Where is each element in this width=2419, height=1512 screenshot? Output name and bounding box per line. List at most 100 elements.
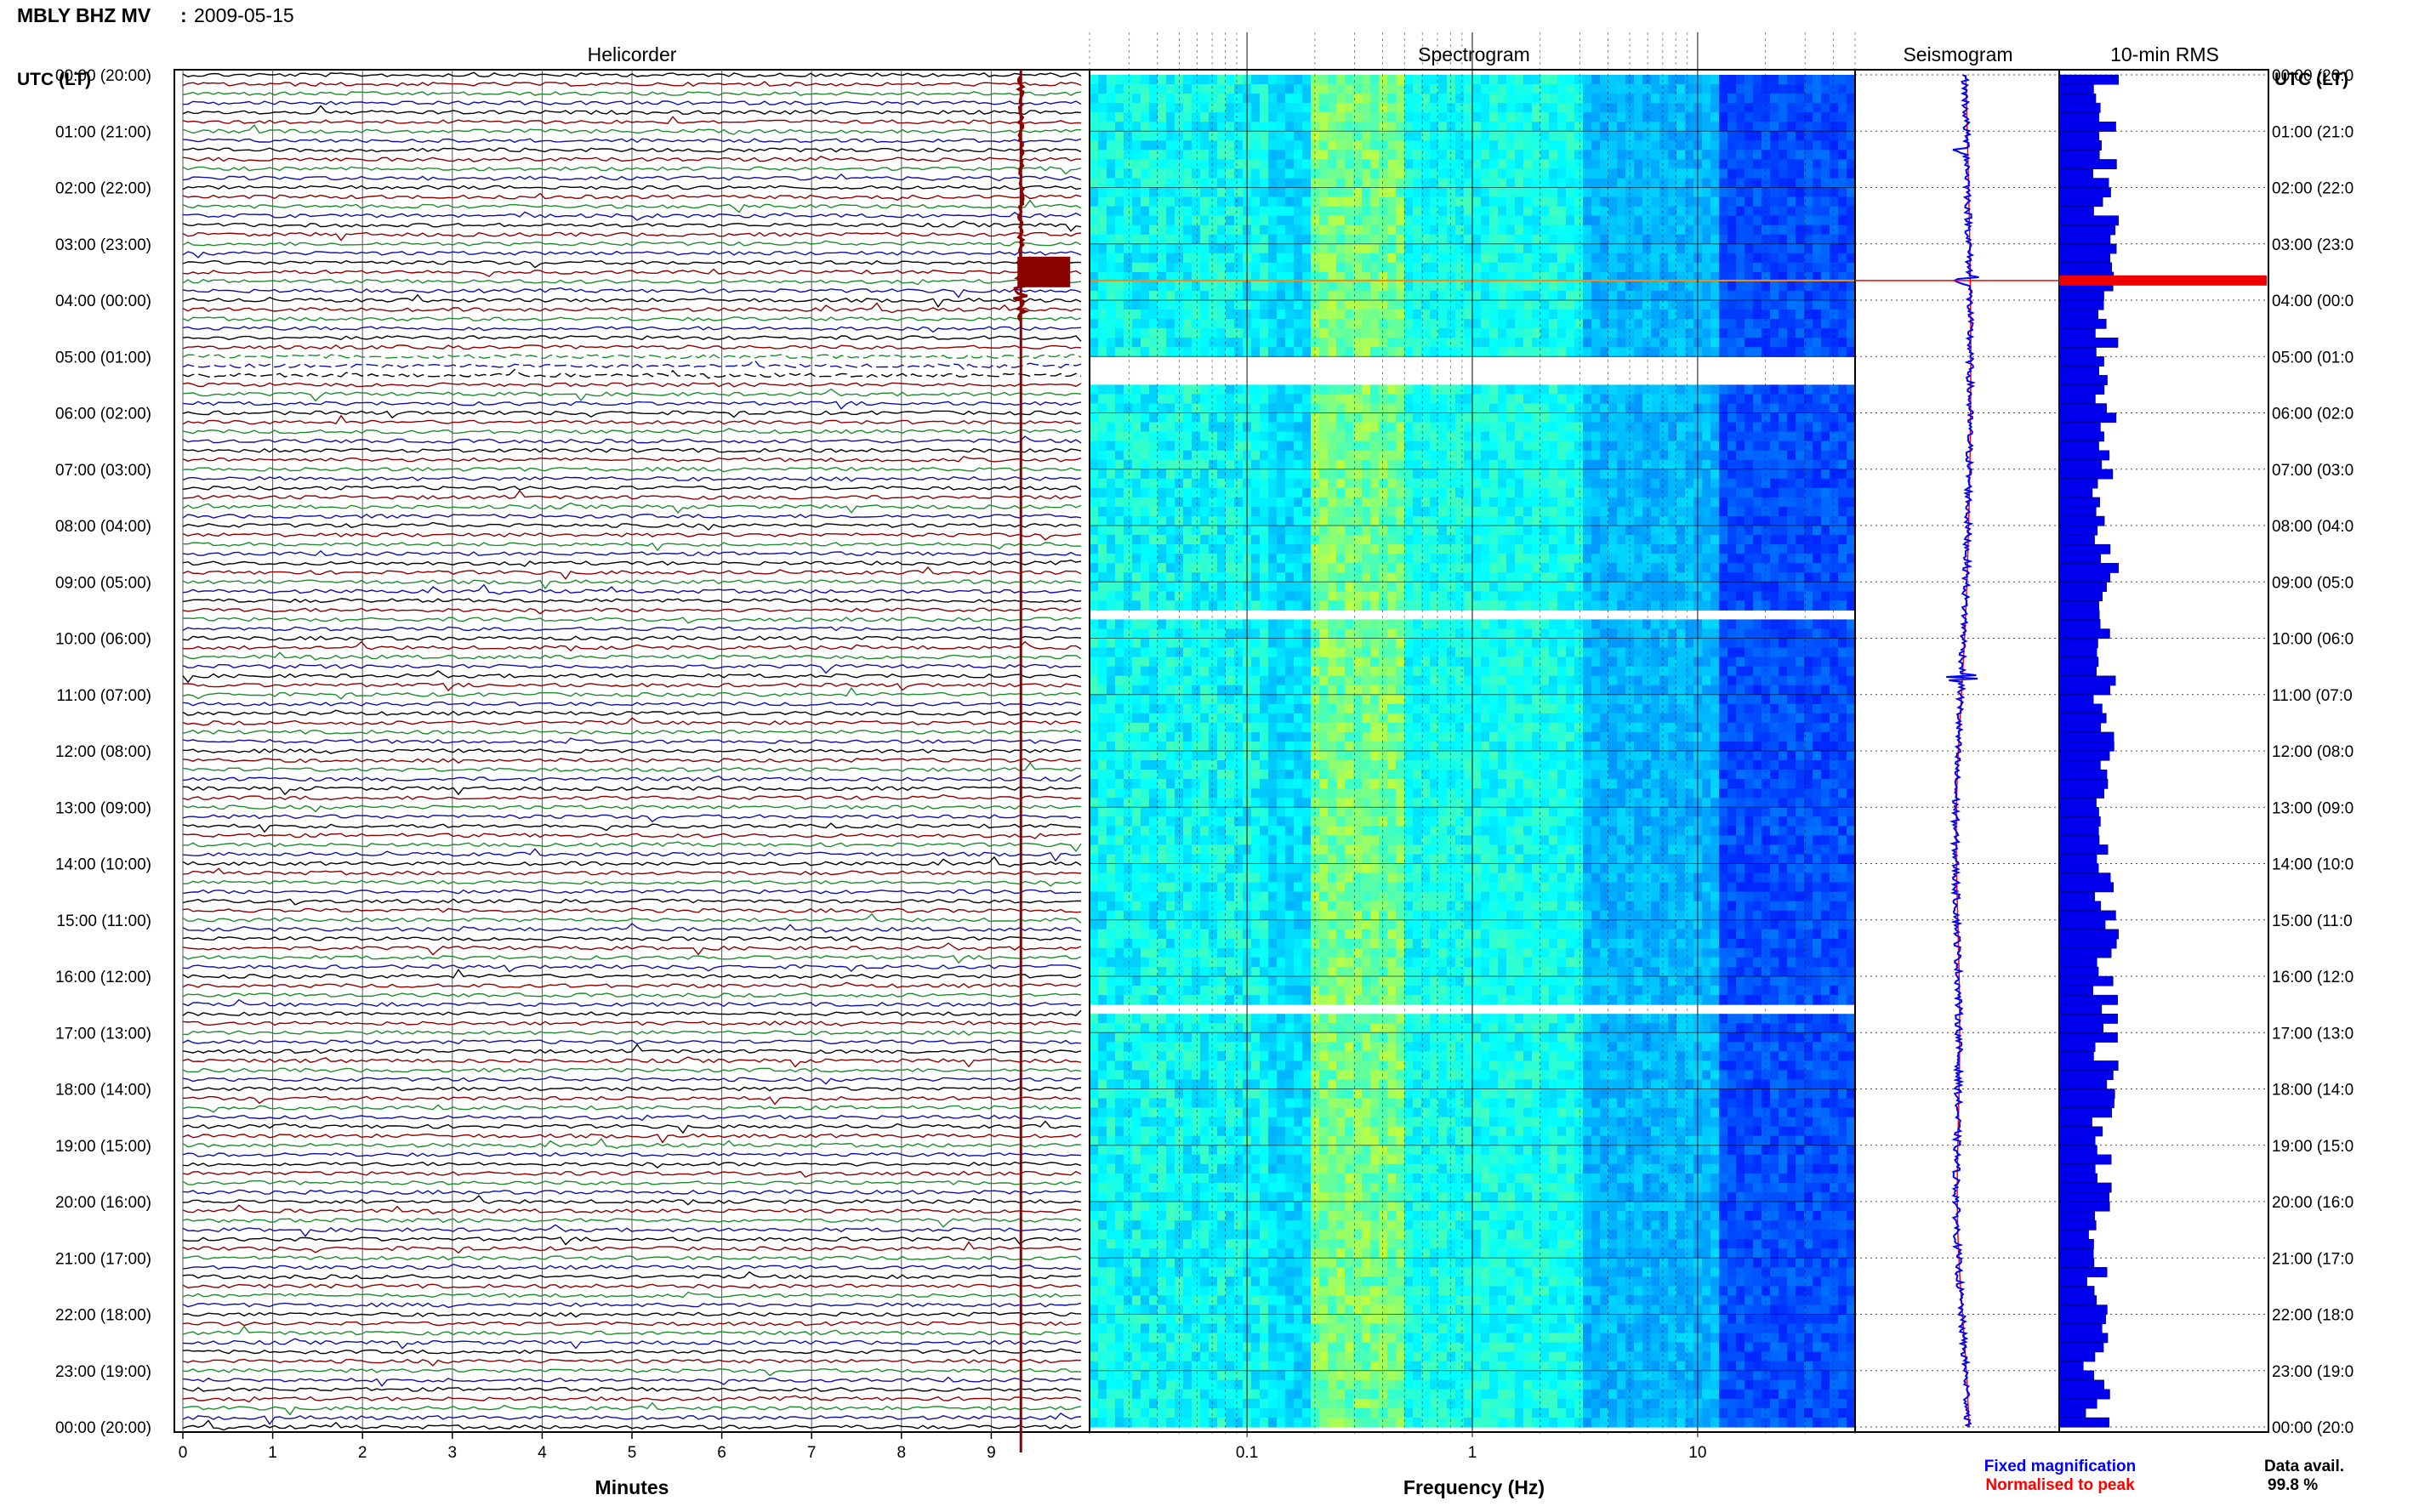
spectrogram-cell — [1796, 412, 1805, 423]
spectrogram-cell — [1838, 487, 1847, 498]
spectrogram-cell — [1430, 526, 1439, 536]
spectrogram-cell — [1642, 328, 1652, 338]
spectrogram-cell — [1813, 103, 1822, 113]
spectrogram-cell — [1540, 206, 1550, 217]
spectrogram-cell — [1821, 262, 1830, 273]
spectrogram-cell — [1328, 271, 1337, 282]
spectrogram-cell — [1770, 459, 1779, 470]
spectrogram-cell — [1779, 441, 1788, 452]
spectrogram-cell — [1532, 487, 1541, 498]
spectrogram-cell — [1608, 281, 1618, 292]
spectrogram-cell — [1498, 310, 1507, 320]
spectrogram-cell — [1566, 234, 1575, 245]
spectrogram-cell — [1523, 582, 1533, 592]
spectrogram-cell — [1447, 347, 1456, 357]
spectrogram-cell — [1311, 75, 1320, 85]
spectrogram-cell — [1583, 75, 1592, 85]
spectrogram-cell — [1676, 450, 1686, 461]
spectrogram-cell — [1430, 122, 1439, 132]
spectrogram-cell — [1345, 506, 1354, 517]
spectrogram-cell — [1226, 563, 1235, 573]
spectrogram-cell — [1413, 178, 1422, 189]
spectrogram-cell — [1557, 310, 1567, 320]
spectrogram-cell — [1226, 243, 1235, 254]
spectrogram-cell — [1498, 159, 1507, 169]
spectrogram-cell — [1515, 243, 1524, 254]
spectrogram-cell — [1336, 572, 1346, 583]
spectrogram-cell — [1540, 131, 1550, 141]
helicorder-trace — [182, 1009, 1082, 1017]
spectrogram-cell — [1804, 403, 1813, 414]
spectrogram-cell — [1617, 394, 1626, 404]
spectrogram-cell — [1830, 497, 1839, 508]
spectrogram-cell — [1285, 310, 1295, 320]
spectrogram-cell — [1736, 225, 1745, 236]
spectrogram-cell — [1574, 591, 1584, 601]
spectrogram-cell — [1753, 572, 1762, 583]
spectrogram-cell — [1600, 281, 1609, 292]
spectrogram-cell — [1634, 384, 1643, 395]
spectrogram-cell — [1591, 535, 1601, 545]
spectrogram-cell — [1413, 544, 1422, 554]
spectrogram-cell — [1762, 497, 1771, 508]
spectrogram-cell — [1370, 563, 1380, 573]
spectrogram-cell — [1566, 572, 1575, 583]
spectrogram-cell — [1796, 497, 1805, 508]
spectrogram-cell — [1387, 554, 1397, 564]
spectrogram-cell — [1591, 338, 1601, 348]
spectrogram-cell — [1489, 487, 1499, 498]
spectrogram-cell — [1472, 291, 1482, 301]
spectrogram-cell — [1455, 271, 1465, 282]
spectrogram-cell — [1838, 582, 1847, 592]
spectrogram-cell — [1813, 450, 1822, 461]
spectrogram-cell — [1455, 94, 1465, 104]
spectrogram-cell — [1132, 422, 1141, 433]
spectrogram-cell — [1770, 196, 1779, 207]
spectrogram-cell — [1702, 215, 1711, 226]
spectrogram-cell — [1353, 131, 1363, 141]
spectrogram-cell — [1719, 338, 1728, 348]
spectrogram-cell — [1370, 459, 1380, 470]
spectrogram-cell — [1166, 291, 1175, 301]
spectrogram-cell — [1506, 582, 1516, 592]
spectrogram-cell — [1787, 487, 1796, 498]
spectrogram-cell — [1115, 262, 1124, 273]
spectrogram-cell — [1387, 103, 1397, 113]
spectrogram-cell — [1702, 478, 1711, 489]
spectrogram-cell — [1762, 431, 1771, 442]
spectrogram-cell — [1506, 394, 1516, 404]
spectrogram-cell — [1124, 450, 1133, 461]
spectrogram-cell — [1217, 271, 1227, 282]
spectrogram-cell — [1455, 394, 1465, 404]
spectrogram-cell — [1481, 544, 1490, 554]
spectrogram-cell — [1234, 310, 1244, 320]
spectrogram-cell — [1498, 563, 1507, 573]
spectrogram-cell — [1464, 150, 1473, 160]
spectrogram-cell — [1583, 253, 1592, 264]
spectrogram-cell — [1277, 441, 1286, 452]
spectrogram-cell — [1651, 582, 1660, 592]
spectrogram-cell — [1115, 271, 1124, 282]
spectrogram-cell — [1098, 487, 1107, 498]
spectrogram-cell — [1183, 281, 1192, 292]
spectrogram-cell — [1294, 215, 1303, 226]
helicorder-trace — [182, 414, 1082, 425]
spectrogram-cell — [1727, 403, 1737, 414]
spectrogram-cell — [1251, 516, 1261, 526]
spectrogram-cell — [1523, 310, 1533, 320]
spectrogram-cell — [1362, 319, 1371, 329]
spectrogram-cell — [1107, 469, 1116, 480]
spectrogram-cell — [1608, 168, 1618, 179]
spectrogram-cell — [1158, 319, 1167, 329]
spectrogram-cell — [1209, 206, 1218, 217]
spectrogram-cell — [1736, 159, 1745, 169]
spectrogram-cell — [1489, 122, 1499, 132]
spectrogram-cell — [1447, 403, 1456, 414]
spectrogram-cell — [1796, 281, 1805, 292]
spectrogram-cell — [1455, 206, 1465, 217]
spectrogram-cell — [1821, 84, 1830, 94]
spectrogram-cell — [1847, 563, 1856, 573]
spectrogram-cell — [1685, 131, 1694, 141]
spectrogram-cell — [1727, 487, 1737, 498]
time-label-left: 08:00 (04:00) — [55, 518, 151, 536]
